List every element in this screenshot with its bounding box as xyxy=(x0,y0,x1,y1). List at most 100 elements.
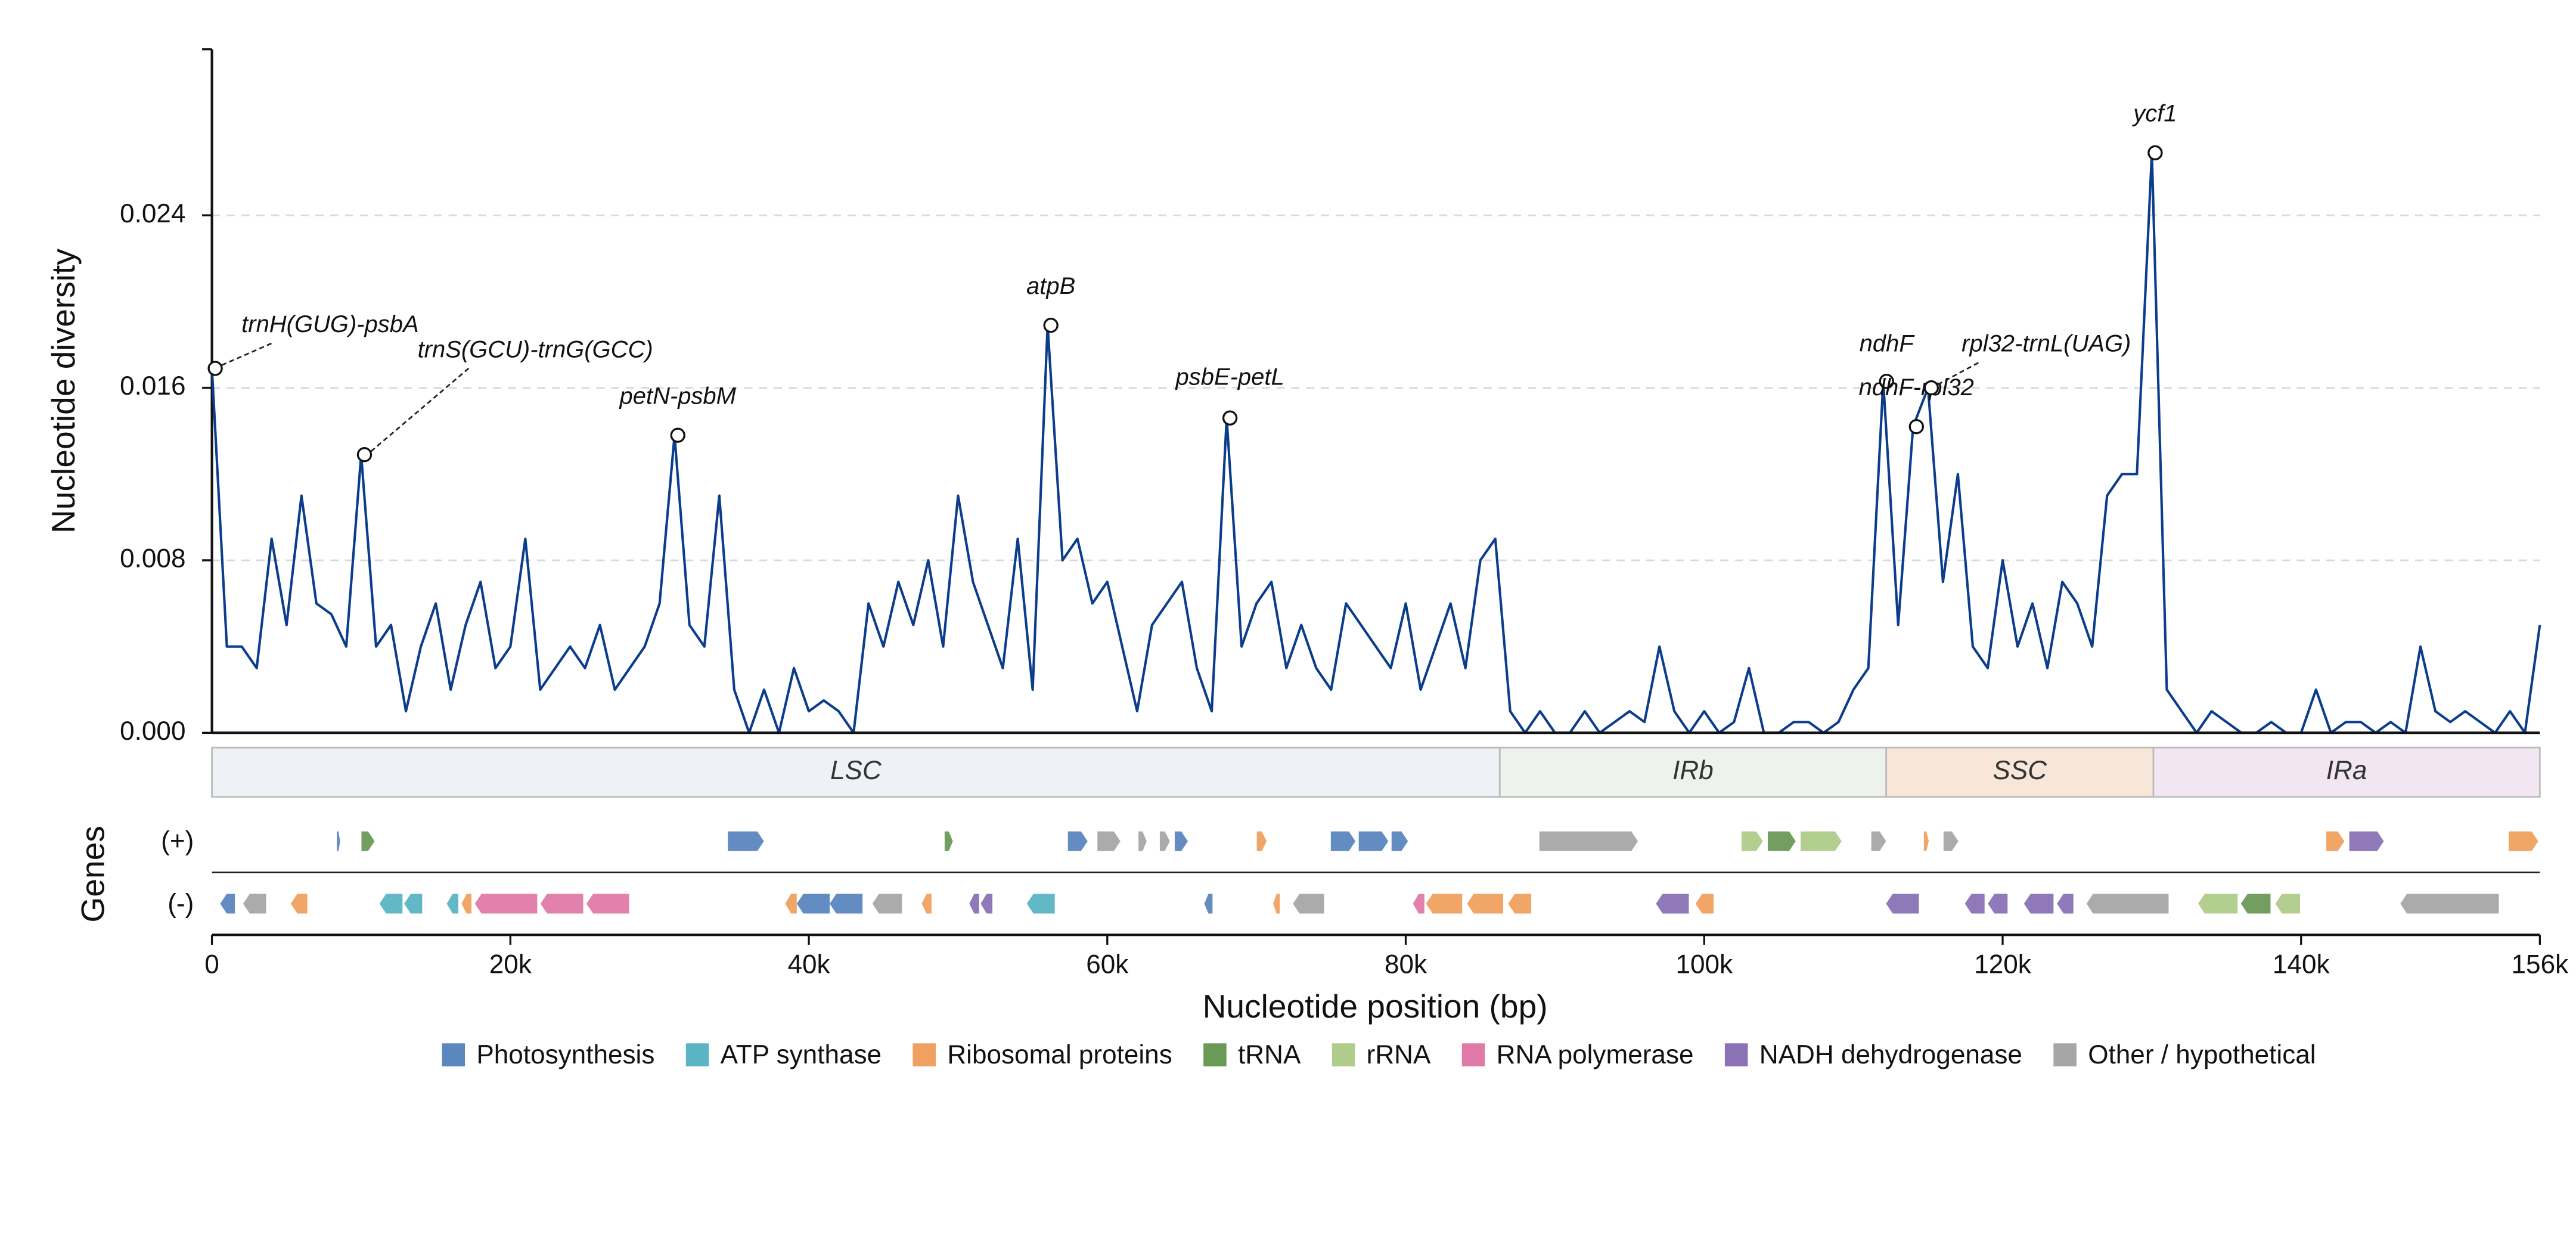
gene xyxy=(361,831,375,851)
x-tick-label: 80k xyxy=(1385,950,1427,979)
gene xyxy=(379,894,403,914)
gene xyxy=(2400,894,2499,914)
annotation-point xyxy=(1908,419,1924,435)
gene xyxy=(220,894,235,914)
annotation-point xyxy=(670,427,685,443)
gene xyxy=(404,894,423,914)
annotation-point xyxy=(1923,380,1939,396)
gene xyxy=(830,894,863,914)
annotation-point xyxy=(1879,374,1894,389)
region-label: LSC xyxy=(830,756,882,785)
gene xyxy=(785,894,797,914)
gene xyxy=(969,894,979,914)
x-tick-label: 0 xyxy=(204,950,219,979)
gene xyxy=(2023,894,2054,914)
annotation-point xyxy=(1222,410,1238,426)
legend-swatch xyxy=(1203,1043,1227,1066)
gene xyxy=(2198,894,2238,914)
legend-label: Ribosomal proteins xyxy=(947,1040,1172,1069)
legend-label: Other / hypothetical xyxy=(2088,1040,2316,1069)
gene xyxy=(1330,831,1356,851)
annotation-point xyxy=(356,447,373,463)
gene xyxy=(1539,831,1638,851)
legend-swatch xyxy=(2053,1043,2077,1066)
legend-label: ATP synthase xyxy=(721,1040,882,1069)
x-axis-label: Nucleotide position (bp) xyxy=(1203,988,1548,1025)
annotation-label: rpl32-trnL(UAG) xyxy=(1962,330,2131,356)
gene xyxy=(1256,831,1267,851)
gene xyxy=(1695,894,1714,914)
gene xyxy=(586,894,629,914)
genes-label: Genes xyxy=(74,826,111,922)
y-tick-label: 0.000 xyxy=(120,717,185,746)
gene xyxy=(1097,831,1121,851)
gene xyxy=(872,894,902,914)
plus-strand-label: (+) xyxy=(161,827,194,856)
x-tick-label: 60k xyxy=(1086,950,1129,979)
gene xyxy=(2275,894,2301,914)
gene xyxy=(243,894,266,914)
legend-swatch xyxy=(1461,1043,1485,1066)
gene xyxy=(1988,894,2008,914)
gene xyxy=(1467,894,1504,914)
gene xyxy=(337,831,340,851)
region-label: IRb xyxy=(1672,756,1714,785)
gene xyxy=(446,894,458,914)
legend-label: Photosynthesis xyxy=(476,1040,654,1069)
y-tick-label: 0.008 xyxy=(120,544,185,573)
gene xyxy=(728,831,764,851)
legend-label: rRNA xyxy=(1367,1040,1431,1069)
gene xyxy=(796,894,830,914)
annotation-label: ndhF xyxy=(1860,331,1916,357)
gene xyxy=(1138,831,1147,851)
gene xyxy=(2509,831,2538,851)
gene xyxy=(1741,831,1763,851)
annotation-label: petN-psbM xyxy=(619,383,737,409)
legend-label: RNA polymerase xyxy=(1497,1040,1694,1069)
annotation-label: ycf1 xyxy=(2131,100,2177,126)
gene xyxy=(1886,894,1919,914)
legend-swatch xyxy=(685,1043,709,1066)
x-tick-label: 156k xyxy=(2512,950,2569,979)
gene xyxy=(2349,831,2384,851)
annotation-label: trnH(GUG)-psbA xyxy=(241,311,418,337)
annotation-leader xyxy=(221,341,275,366)
y-axis-label: Nucleotide diversity xyxy=(45,249,82,534)
gene xyxy=(1871,831,1886,851)
gene xyxy=(2057,894,2074,914)
gene xyxy=(1067,831,1088,851)
gene xyxy=(474,894,538,914)
gene xyxy=(1767,831,1796,851)
gene xyxy=(290,894,308,914)
gene xyxy=(1293,894,1324,914)
gene xyxy=(1801,831,1842,851)
annotation-point xyxy=(1043,318,1059,333)
gene xyxy=(2326,831,2345,851)
legend-swatch xyxy=(1332,1043,1355,1066)
gene xyxy=(1426,894,1463,914)
gene xyxy=(1204,894,1213,914)
gene xyxy=(1159,831,1170,851)
gene xyxy=(1273,894,1280,914)
minus-strand-label: (-) xyxy=(167,889,194,918)
x-tick-label: 100k xyxy=(1675,950,1733,979)
legend-label: NADH dehydrogenase xyxy=(1759,1040,2022,1069)
region xyxy=(1498,746,1888,798)
region-label: IRa xyxy=(2326,756,2367,785)
gene xyxy=(1508,894,1532,914)
region xyxy=(1885,746,2155,798)
gene xyxy=(2086,894,2169,914)
gene xyxy=(944,831,953,851)
gene xyxy=(1943,831,1959,851)
x-tick-label: 40k xyxy=(788,950,831,979)
gene xyxy=(540,894,584,914)
x-tick-label: 140k xyxy=(2273,950,2330,979)
annotation-point xyxy=(207,361,223,376)
region xyxy=(211,746,1501,798)
legend-swatch xyxy=(1724,1043,1748,1066)
annotation-label: atpB xyxy=(1026,273,1075,299)
gene xyxy=(1026,894,1055,914)
gene xyxy=(461,894,471,914)
gene xyxy=(980,894,993,914)
